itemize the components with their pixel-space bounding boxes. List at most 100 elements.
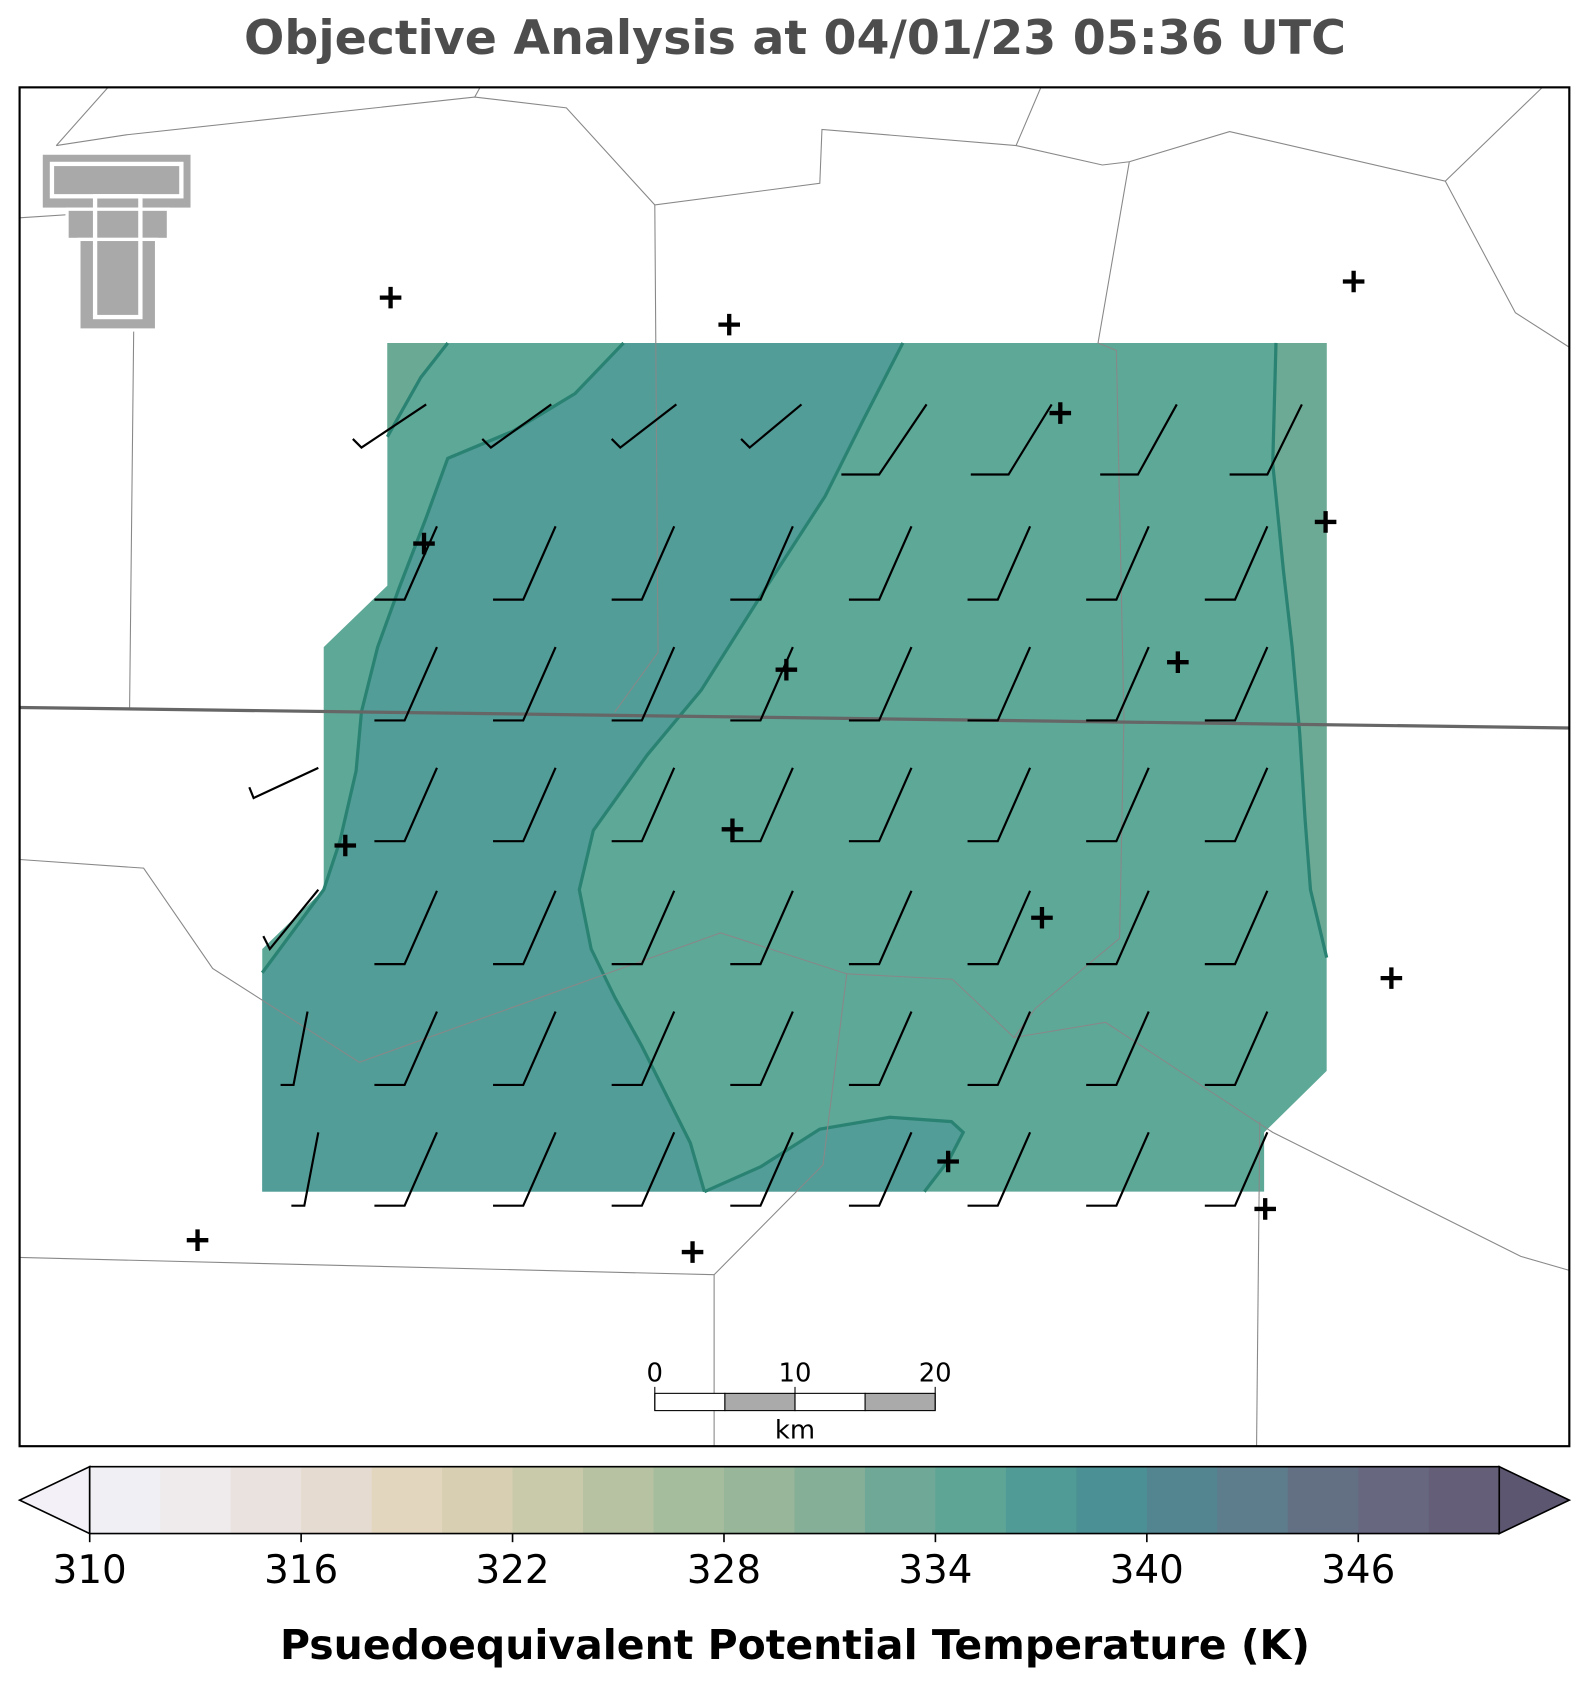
wind-barb [848,767,913,843]
colorbar-box [1358,1466,1430,1534]
colorbar-box [723,1466,795,1534]
colorbar-box [371,1466,443,1534]
fill-dark [262,342,964,1192]
colorbar-frame [88,1465,1501,1535]
colorbar-box [1428,1466,1500,1534]
wind-barb [611,1011,676,1086]
wind-barb [493,1011,557,1086]
scale-segment [654,1392,726,1412]
wind-barb [970,403,1053,476]
wind-barb [730,1011,794,1086]
colorbar-label: Psuedoequivalent Potential Temperature (… [280,1621,1310,1669]
colorbar-tick-label: 340 [1110,1548,1184,1593]
wind-barb [262,889,320,952]
station-marker [718,313,740,336]
wind-barb [1086,1131,1150,1207]
colorbar-box [864,1466,936,1534]
colorbar-tick-label: 346 [1321,1548,1395,1593]
station-marker [937,1150,959,1173]
wind-barb [848,525,913,601]
colorbar-extend-low [17,1465,91,1535]
wind-barb [848,1131,913,1207]
scale-bar: 0 10 20 km [647,1358,952,1445]
wind-barb [730,890,794,966]
wind-barb [611,646,676,722]
wind-barb [740,403,803,450]
colorbar-tick-label: 310 [53,1548,127,1593]
station-marker [1167,651,1189,673]
station-marker [1380,967,1403,989]
scale-label: 0 [647,1358,663,1388]
wind-barb [610,403,678,449]
station-marker [1314,511,1337,533]
fill-lighter-nw [387,342,448,437]
scale-label: 20 [919,1358,952,1388]
wind-barb [1229,403,1303,476]
wind-barb [374,1011,438,1086]
wind-barb [611,525,676,601]
wind-barb [1086,525,1150,601]
colorbar-box [512,1466,584,1534]
colorbar-tick-label: 322 [476,1548,550,1593]
wind-barb [1204,890,1269,966]
map-frame [18,86,1571,1448]
colorbar: 310 316 322 328 334 340 346 [17,1465,1572,1593]
colorbar-box [160,1466,232,1534]
station-marker [1031,906,1053,929]
wind-barb [1086,1011,1150,1086]
wind-barbs [248,403,1303,1207]
station-marker [334,834,357,857]
wind-barb [280,1011,309,1086]
wind-barb [352,403,427,449]
wind-barb [493,525,557,601]
wind-barb [493,767,557,843]
wind-barb [841,403,928,476]
colorbar-box [1217,1466,1289,1534]
fill-lighter-e [1272,342,1327,958]
wind-barb [848,890,913,966]
wind-barb [1204,646,1269,722]
colorbar-tick-label: 334 [898,1548,972,1593]
wind-barb [730,1131,794,1207]
wind-barb [481,403,552,449]
colorbar-box [1146,1466,1218,1534]
wind-barb [1086,646,1150,722]
wind-barb [611,767,676,843]
wind-barb [493,646,557,722]
wind-barb [730,767,794,843]
colorbar-extend-high [1498,1465,1572,1535]
wind-barb [1204,1011,1269,1086]
colorbar-box [794,1466,866,1534]
station-marker [379,286,402,309]
wind-barb [1086,890,1150,966]
wind-barb [967,890,1032,966]
station-marker [1342,270,1365,293]
colorbar-box [1287,1466,1359,1534]
colorbar-box [583,1466,655,1534]
wind-barb [291,1132,320,1207]
wind-barb [493,1131,557,1207]
scale-label: 10 [779,1358,812,1388]
station-marker [1049,402,1072,424]
wind-barb [374,767,438,843]
wind-barb [374,646,438,722]
colorbar-box [230,1466,302,1534]
station-marker [186,1229,209,1251]
wind-barb [374,890,438,966]
wind-barb [1204,525,1269,601]
wind-barb [611,1131,676,1207]
scale-segment [864,1392,936,1412]
stations [186,270,1403,1263]
station-marker [681,1241,704,1263]
scale-segment [724,1392,796,1412]
wind-barb [611,890,676,966]
station-marker [775,658,798,681]
colorbar-box [935,1466,1007,1534]
colorbar-box [653,1466,725,1534]
wind-barb [967,525,1032,601]
colorbar-box [301,1466,373,1534]
colorbar-tick-label: 328 [687,1548,761,1593]
colorbar-box [89,1466,161,1534]
colorbar-tick-label: 316 [264,1548,338,1593]
